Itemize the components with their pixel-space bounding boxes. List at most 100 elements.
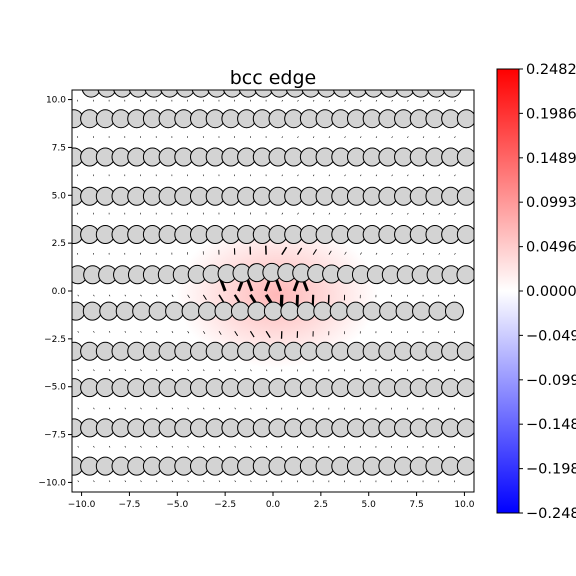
displacement-arrow bbox=[171, 480, 174, 483]
displacement-arrow bbox=[187, 480, 189, 483]
atom bbox=[456, 341, 474, 361]
displacement-arrow bbox=[171, 294, 174, 298]
y-tick-label: −2.5 bbox=[44, 335, 66, 345]
atom bbox=[191, 90, 211, 98]
displacement-arrow bbox=[297, 99, 299, 102]
atom bbox=[144, 90, 164, 98]
displacement-arrow bbox=[344, 99, 346, 102]
atom bbox=[427, 90, 446, 98]
displacement-arrow bbox=[250, 407, 252, 410]
atom bbox=[395, 301, 415, 321]
displacement-arrow bbox=[265, 330, 271, 339]
displacement-arrow bbox=[140, 445, 142, 448]
colorbar-tick-label: 0.2482 bbox=[526, 62, 576, 78]
atom bbox=[214, 301, 234, 321]
colorbar-tick-label: 0.0993 bbox=[526, 195, 576, 211]
displacement-arrow bbox=[218, 480, 221, 483]
displacement-arrow bbox=[265, 407, 268, 410]
displacement-arrow bbox=[124, 445, 126, 448]
displacement-arrow bbox=[124, 369, 126, 372]
displacement-arrow bbox=[422, 212, 425, 215]
displacement-arrow bbox=[187, 369, 189, 372]
displacement-arrow bbox=[203, 445, 205, 448]
colorbar-tick-label: −0.0496 bbox=[526, 328, 576, 344]
displacement-arrow bbox=[312, 249, 317, 255]
x-tick-label: −10.0 bbox=[68, 500, 96, 510]
displacement-arrow bbox=[344, 212, 346, 215]
atom bbox=[379, 301, 399, 321]
displacement-arrow bbox=[250, 480, 252, 483]
displacement-arrow bbox=[140, 407, 142, 410]
atom bbox=[296, 301, 316, 321]
colorbar-tick-label: 0.0496 bbox=[526, 240, 576, 256]
displacement-arrow bbox=[297, 136, 299, 139]
atom bbox=[456, 186, 474, 206]
displacement-arrow bbox=[108, 369, 111, 372]
displacement-arrow bbox=[391, 136, 393, 139]
displacement-arrow bbox=[77, 331, 79, 333]
displacement-arrow bbox=[234, 407, 236, 410]
displacement-arrow bbox=[438, 99, 440, 102]
displacement-arrow bbox=[187, 407, 189, 410]
y-tick-label: 7.5 bbox=[52, 143, 66, 153]
y-tick-label: 0.0 bbox=[52, 287, 67, 297]
atom bbox=[456, 225, 474, 245]
displacement-arrow bbox=[203, 331, 206, 334]
displacement-arrow bbox=[422, 174, 425, 177]
strain-field-heatmap bbox=[175, 221, 378, 369]
atom bbox=[444, 301, 464, 321]
displacement-arrow bbox=[407, 174, 409, 177]
atom bbox=[198, 301, 218, 321]
displacement-arrow bbox=[171, 445, 174, 448]
atom bbox=[364, 90, 383, 98]
y-axis-ticks: 10.0 7.5 5.0 2.5 0.0 −2.5 −5.0 −7.5 −10.0 bbox=[38, 96, 72, 488]
displacement-arrow bbox=[203, 407, 205, 410]
displacement-arrow bbox=[93, 445, 95, 448]
atom bbox=[128, 90, 148, 98]
atom bbox=[329, 301, 349, 321]
colorbar: 0.2482 0.1986 0.1489 0.0993 0.0496 0.0000 −0.0… bbox=[496, 62, 576, 522]
atom bbox=[412, 301, 432, 321]
displacement-arrow bbox=[93, 407, 95, 410]
displacement-arrow bbox=[312, 136, 315, 139]
displacement-arrow bbox=[140, 294, 142, 297]
displacement-arrow bbox=[218, 369, 221, 372]
atom bbox=[72, 301, 86, 321]
displacement-arrow bbox=[203, 369, 205, 372]
atom bbox=[428, 301, 448, 321]
atom bbox=[456, 456, 474, 476]
displacement-arrow bbox=[234, 445, 236, 448]
x-tick-label: 2.5 bbox=[314, 500, 328, 510]
displacement-arrow bbox=[171, 369, 174, 372]
atom bbox=[230, 301, 250, 321]
atom bbox=[301, 90, 321, 98]
atom bbox=[456, 378, 474, 398]
displacement-arrow bbox=[155, 407, 158, 410]
displacement-arrow bbox=[218, 331, 222, 335]
displacement-arrow bbox=[375, 252, 378, 255]
displacement-arrow bbox=[155, 369, 158, 372]
displacement-arrow bbox=[422, 99, 425, 102]
colorbar-tick-label: 0.1489 bbox=[526, 151, 576, 167]
colorbar-tick-label: −0.1489 bbox=[526, 417, 576, 433]
displacement-arrow bbox=[218, 407, 221, 410]
atom bbox=[456, 147, 474, 167]
displacement-arrow bbox=[124, 294, 126, 297]
atom bbox=[181, 301, 201, 321]
displacement-arrow bbox=[297, 212, 299, 215]
displacement-arrow bbox=[108, 445, 111, 448]
displacement-arrow bbox=[454, 99, 456, 102]
atom bbox=[346, 301, 366, 321]
displacement-arrow bbox=[360, 174, 362, 177]
displacement-arrow bbox=[250, 445, 252, 448]
displacement-arrow bbox=[171, 331, 174, 334]
atom bbox=[456, 109, 474, 129]
x-tick-label: −2.5 bbox=[214, 500, 236, 510]
colorbar-tick-label: 0.0000 bbox=[526, 284, 576, 300]
atom bbox=[223, 90, 242, 98]
displacement-arrow bbox=[391, 99, 393, 102]
displacement-arrow bbox=[344, 251, 347, 255]
atom bbox=[380, 90, 399, 98]
displacement-arrow bbox=[281, 174, 283, 177]
